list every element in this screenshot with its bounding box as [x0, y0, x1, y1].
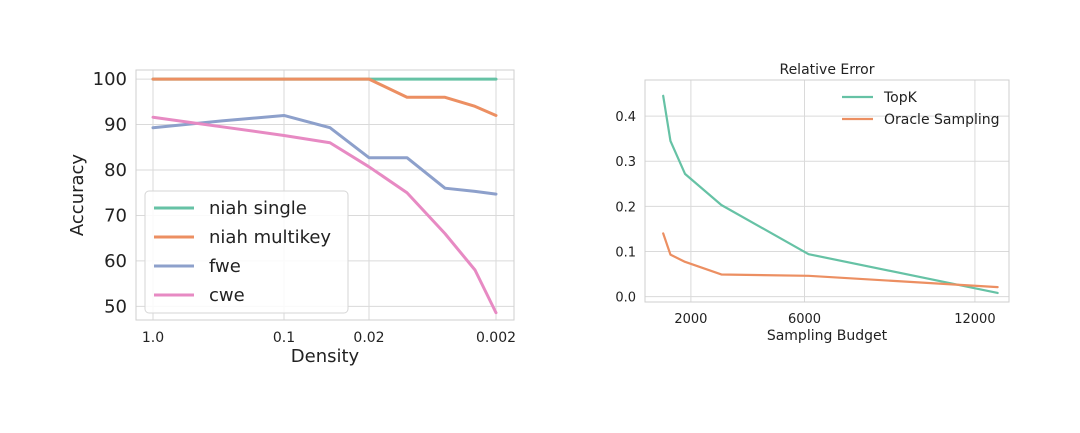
relative-error-grid [645, 80, 1009, 302]
relative-error-x-ticks: 2000 6000 12000 [674, 312, 995, 327]
relative-error-x-axis-label: Sampling Budget [767, 328, 888, 344]
accuracy-x-tick-label: 0.1 [273, 330, 295, 346]
accuracy-y-tick-label: 70 [104, 205, 127, 226]
series-line-niah-multikey [151, 77, 498, 117]
accuracy-y-axis-label: Accuracy [67, 154, 88, 237]
relative-error-y-ticks: 0.0 0.1 0.2 0.3 0.4 [615, 110, 636, 305]
accuracy-x-tick-label: 1.0 [142, 330, 164, 346]
legend-label-cwe: cwe [209, 285, 245, 306]
series-line-cwe [151, 115, 498, 315]
accuracy-y-tick-label: 90 [104, 115, 127, 136]
accuracy-y-tick-label: 80 [104, 160, 127, 181]
legend-label-topk: TopK [883, 90, 918, 106]
series-line-topk [662, 94, 999, 295]
relative-error-x-tick-label: 6000 [788, 312, 821, 327]
relative-error-legend: TopK Oracle Sampling [842, 90, 1000, 128]
accuracy-chart: 100 90 80 70 60 50 1.0 0.1 0.02 0.002 Density Ac… [67, 69, 516, 367]
accuracy-legend-box [144, 190, 349, 314]
accuracy-y-tick-label: 100 [93, 69, 127, 90]
series-line-fwe [151, 113, 498, 196]
relative-error-chart: Relative Error 0.0 0.1 0.2 0.3 0.4 2000 6000 1… [615, 62, 1010, 344]
legend-label-niah-single: niah single [209, 198, 307, 219]
accuracy-plot-frame [135, 69, 515, 321]
accuracy-x-tick-label: 0.02 [353, 330, 384, 346]
accuracy-x-tick-label: 0.002 [476, 330, 516, 346]
relative-error-y-tick-label: 0.0 [615, 291, 636, 306]
relative-error-series-lines [662, 94, 999, 295]
relative-error-x-tick-label: 2000 [674, 312, 707, 327]
accuracy-y-tick-label: 60 [104, 251, 127, 272]
series-line-oracle-sampling [662, 232, 999, 289]
legend-label-oracle-sampling: Oracle Sampling [884, 112, 1000, 128]
accuracy-y-tick-label: 50 [104, 296, 127, 317]
relative-error-y-tick-label: 0.4 [615, 110, 636, 125]
accuracy-x-axis-label: Density [291, 346, 360, 367]
relative-error-x-tick-label: 12000 [954, 312, 995, 327]
accuracy-y-ticks: 100 90 80 70 60 50 [93, 69, 127, 317]
relative-error-y-tick-label: 0.1 [615, 245, 636, 260]
accuracy-series-lines [151, 77, 498, 315]
relative-error-title: Relative Error [779, 62, 874, 78]
relative-error-plot-frame [644, 79, 1010, 303]
legend-label-fwe: fwe [209, 256, 241, 277]
relative-error-y-tick-label: 0.2 [615, 200, 636, 215]
accuracy-legend: niah single niah multikey fwe cwe [144, 190, 349, 314]
legend-label-niah-multikey: niah multikey [209, 227, 331, 248]
relative-error-y-tick-label: 0.3 [615, 155, 636, 170]
accuracy-x-ticks: 1.0 0.1 0.02 0.002 [142, 330, 516, 346]
